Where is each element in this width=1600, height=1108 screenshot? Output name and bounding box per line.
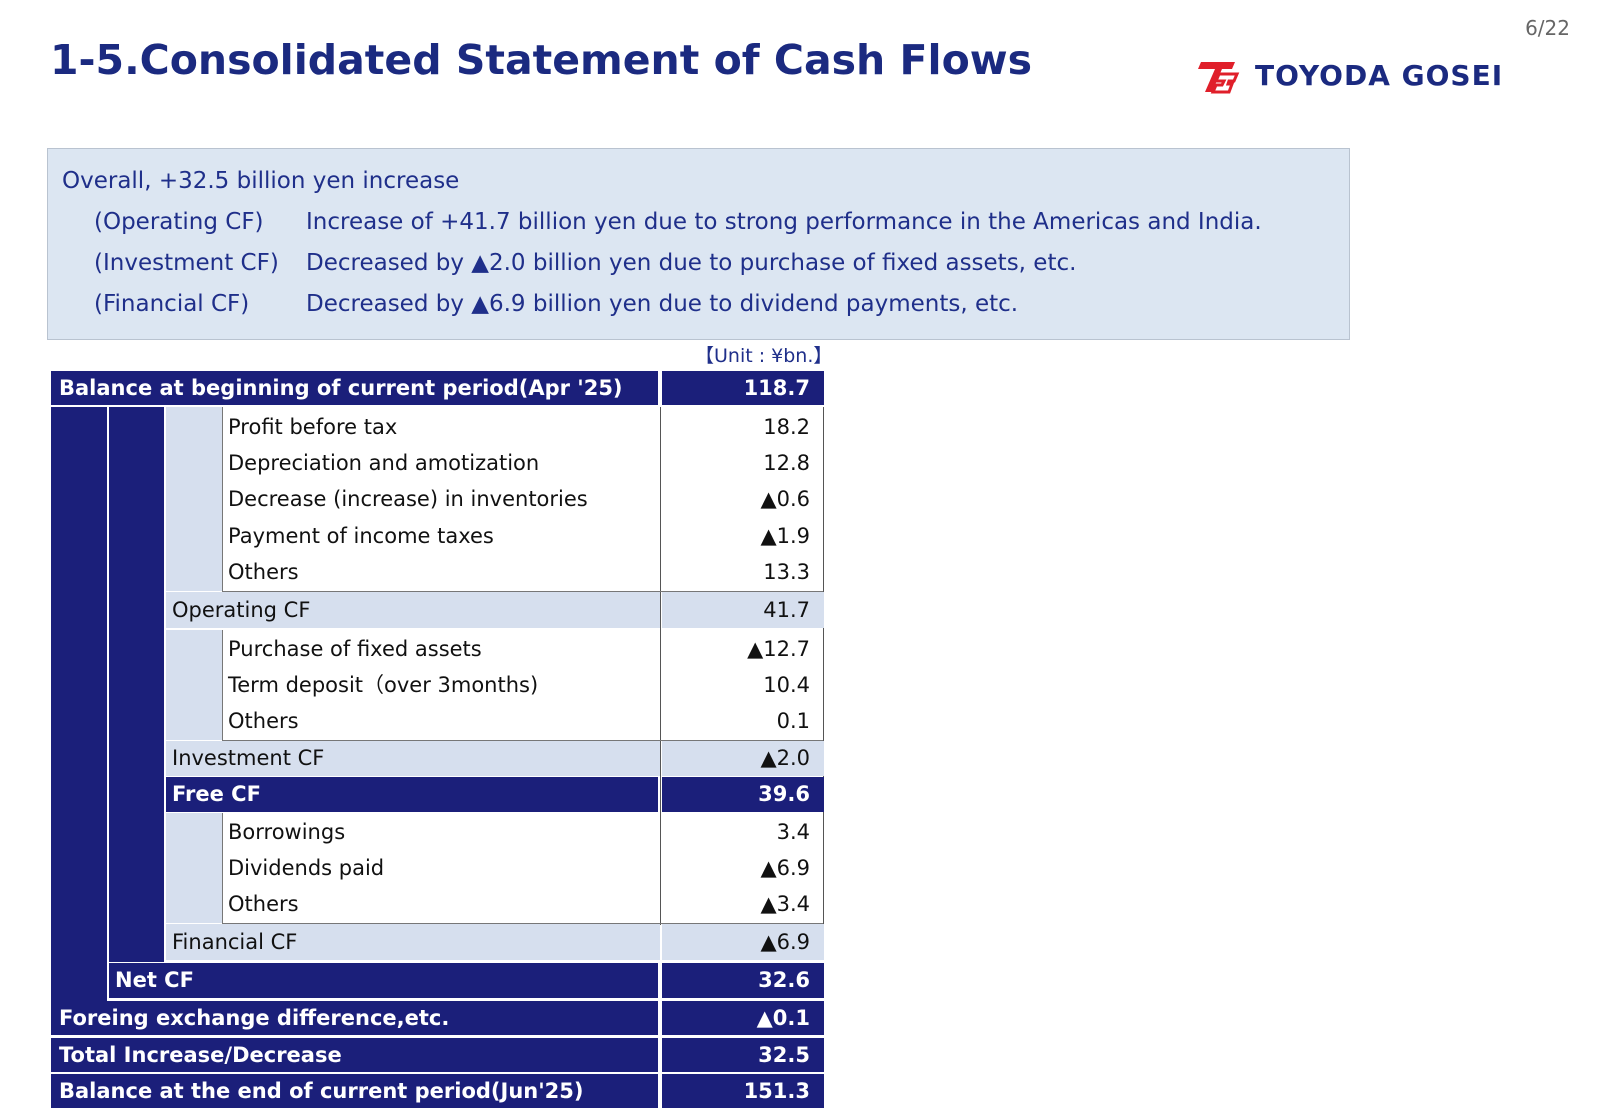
logo-text: TOYODA GOSEI bbox=[1255, 58, 1504, 92]
investment-item-value: 0.1 bbox=[776, 709, 810, 733]
group-line bbox=[222, 813, 223, 923]
summary-line-financial: (Financial CF) Decreased by ▲6.9 billion… bbox=[62, 284, 1335, 325]
value-divider bbox=[660, 407, 661, 925]
row-separator bbox=[222, 740, 823, 741]
investment-cf-label: Investment CF bbox=[166, 741, 660, 776]
financial-item-value: 3.4 bbox=[776, 820, 810, 844]
investment-item-value: 10.4 bbox=[763, 673, 810, 697]
beginning-balance-label: Balance at beginning of current period(A… bbox=[51, 371, 658, 405]
financial-item-label: Dividends paid bbox=[228, 856, 385, 880]
summary-text: Decreased by ▲6.9 billion yen due to div… bbox=[306, 291, 1019, 317]
summary-text: Decreased by ▲2.0 billion yen due to pur… bbox=[306, 250, 1077, 276]
investment-item-label: Purchase of fixed assets bbox=[228, 637, 482, 661]
beginning-balance-value: 118.7 bbox=[662, 371, 824, 405]
net-cf-value: 32.6 bbox=[662, 963, 824, 998]
operating-item-value: 12.8 bbox=[763, 451, 810, 475]
tg-logo-icon bbox=[1198, 62, 1240, 94]
summary-overall: Overall, +32.5 billion yen increase bbox=[62, 168, 460, 194]
operating-cf-value: 41.7 bbox=[662, 592, 824, 628]
investment-group-indent bbox=[166, 630, 222, 740]
operating-item-value: 13.3 bbox=[763, 560, 810, 584]
page-title: 1-5.Consolidated Statement of Cash Flows bbox=[50, 36, 1033, 84]
table-right-border bbox=[823, 407, 824, 925]
financial-group-indent bbox=[166, 813, 222, 923]
financial-item-value: ▲6.9 bbox=[760, 856, 810, 880]
summary-label: (Financial CF) bbox=[94, 291, 250, 317]
financial-item-value: ▲3.4 bbox=[760, 892, 810, 916]
net-cf-label: Net CF bbox=[109, 963, 658, 998]
investment-item-label: Others bbox=[228, 709, 299, 733]
financial-cf-label: Financial CF bbox=[166, 924, 660, 960]
row-separator bbox=[222, 591, 823, 592]
ending-balance-value: 151.3 bbox=[662, 1074, 824, 1108]
operating-item-value: ▲1.9 bbox=[760, 524, 810, 548]
operating-item-label: Profit before tax bbox=[228, 415, 398, 439]
operating-item-value: ▲0.6 bbox=[760, 487, 810, 511]
fx-difference-label: Foreing exchange difference,etc. bbox=[51, 1001, 658, 1035]
free-cf-value: 39.6 bbox=[662, 777, 824, 812]
operating-item-label: Others bbox=[228, 560, 299, 584]
summary-text: Increase of +41.7 billion yen due to str… bbox=[306, 209, 1262, 235]
operating-cf-label: Operating CF bbox=[166, 592, 660, 628]
investment-cf-value: ▲2.0 bbox=[662, 741, 824, 776]
total-change-label: Total Increase/Decrease bbox=[51, 1038, 658, 1072]
summary-line-investment: (Investment CF) Decreased by ▲2.0 billio… bbox=[62, 243, 1335, 284]
investment-item-value: ▲12.7 bbox=[747, 637, 810, 661]
bracket-inner bbox=[109, 407, 164, 962]
operating-item-label: Payment of income taxes bbox=[228, 524, 494, 548]
unit-label: 【Unit : ¥bn.】 bbox=[695, 345, 833, 367]
summary-line-operating: (Operating CF) Increase of +41.7 billion… bbox=[62, 202, 1335, 243]
page-number: 6/22 bbox=[1525, 16, 1570, 40]
summary-box: Overall, +32.5 billion yen increase (Ope… bbox=[47, 148, 1350, 340]
investment-item-label: Term deposit（over 3months) bbox=[228, 673, 539, 697]
summary-label: (Investment CF) bbox=[94, 250, 279, 276]
operating-item-value: 18.2 bbox=[763, 415, 810, 439]
operating-item-label: Decrease (increase) in inventories bbox=[228, 487, 588, 511]
fx-difference-value: ▲0.1 bbox=[662, 1001, 824, 1035]
group-line bbox=[222, 407, 223, 591]
summary-label: (Operating CF) bbox=[94, 209, 264, 235]
financial-cf-value: ▲6.9 bbox=[662, 924, 824, 960]
financial-item-label: Borrowings bbox=[228, 820, 346, 844]
free-cf-label: Free CF bbox=[166, 777, 658, 812]
operating-item-label: Depreciation and amotization bbox=[228, 451, 540, 475]
financial-item-label: Others bbox=[228, 892, 299, 916]
ending-balance-label: Balance at the end of current period(Jun… bbox=[51, 1074, 658, 1108]
operating-group-indent bbox=[166, 407, 222, 591]
company-logo: TOYODA GOSEI bbox=[1195, 50, 1503, 100]
row-separator bbox=[222, 923, 823, 924]
total-change-value: 32.5 bbox=[662, 1038, 824, 1072]
bracket-outer bbox=[51, 407, 107, 1005]
group-line bbox=[222, 630, 223, 740]
